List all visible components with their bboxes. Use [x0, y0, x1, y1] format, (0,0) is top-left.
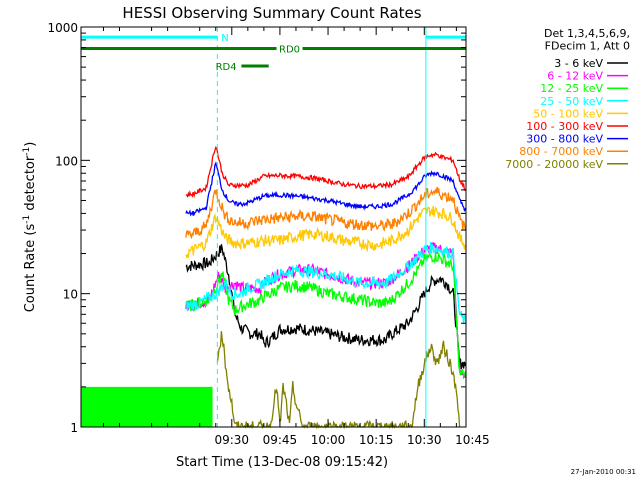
low-count-fill [81, 386, 213, 427]
y-axis-label-mid: detector [23, 155, 38, 215]
legend-header-line: FDecim 1, Att 0 [545, 40, 630, 53]
legend: Det 1,3,4,5,6,9,FDecim 1, Att 0 3 - 6 keV… [505, 27, 630, 171]
series-line-50-100-kev [185, 205, 467, 259]
legend-label-12-25-kev: 12 - 25 keV [540, 82, 603, 95]
annotation-rd4: RD4 [216, 62, 237, 73]
y-tick-label: 10 [63, 288, 78, 302]
y-axis-label-main: Count Rate (s [23, 224, 38, 313]
legend-label-6-12-kev: 6 - 12 keV [547, 70, 603, 83]
timestamp: 27-Jan-2010 00:31 [571, 468, 636, 476]
series-line-3-6-kev [185, 244, 467, 370]
legend-label-300-800-kev: 300 - 800 keV [526, 133, 603, 146]
series-line-25-50-kev [185, 242, 467, 324]
series-line-300-800-kev [185, 161, 467, 217]
legend-header-line: Det 1,3,4,5,6,9, [544, 27, 630, 40]
plot-frame [80, 26, 467, 428]
series-line-100-300-kev [185, 146, 467, 199]
y-axis-label: Count Rate (s-1 detector-1) [22, 142, 38, 313]
y-tick-label: 1000 [47, 21, 78, 35]
y-axis-label-end: ) [23, 142, 38, 147]
x-tick-label: 09:45 [263, 433, 298, 447]
x-tick-label: 10:30 [407, 433, 442, 447]
x-axis: 09:30 09:45 10:00 10:15 10:30 10:45 [102, 27, 490, 447]
legend-label-3-6-kev: 3 - 6 keV [554, 57, 603, 70]
y-axis: 1 10 100 1000 [47, 21, 466, 435]
annotation-n: N [221, 33, 228, 44]
legend-label-50-100-kev: 50 - 100 keV [533, 107, 603, 120]
y-axis-label-sup1: -1 [22, 215, 32, 224]
legend-label-7000-20000-kev: 7000 - 20000 keV [505, 158, 603, 171]
chart-title: HESSI Observing Summary Count Rates [122, 4, 421, 22]
x-tick-label: 09:30 [214, 433, 249, 447]
x-tick-label: 10:00 [311, 433, 346, 447]
y-tick-label: 1 [70, 421, 78, 435]
annotation-rd0-background [276, 43, 303, 55]
y-tick-label: 100 [55, 154, 78, 168]
legend-label-25-50-kev: 25 - 50 keV [540, 95, 603, 108]
legend-label-100-300-kev: 100 - 300 keV [526, 120, 603, 133]
x-axis-label: Start Time (13-Dec-08 09:15:42) [176, 455, 388, 470]
plot-area: N RD0 RD4 [80, 27, 467, 430]
series-line-12-25-kev [185, 251, 467, 378]
annotation-rd0: RD0 [279, 44, 300, 55]
series-line-800-7000-kev [185, 186, 467, 240]
legend-label-800-7000-kev: 800 - 7000 keV [519, 145, 603, 158]
y-axis-label-sup2: -1 [22, 147, 32, 156]
x-tick-label: 10:45 [455, 433, 490, 447]
x-tick-label: 10:15 [359, 433, 394, 447]
